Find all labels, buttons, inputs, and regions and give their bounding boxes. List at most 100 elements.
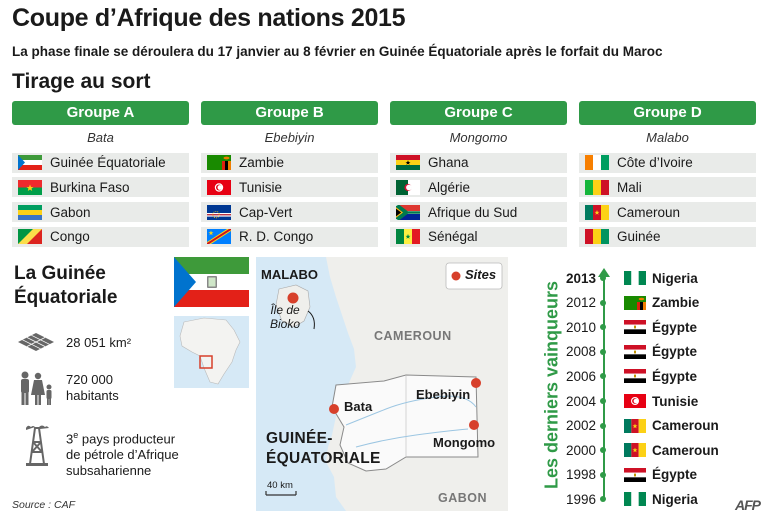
team-name: Ghana [428, 155, 469, 171]
big-flag-icon [174, 257, 249, 307]
team-name: Tunisie [239, 179, 283, 195]
flag-burkina-faso-icon [18, 179, 42, 195]
bioko-line2: Bioko [270, 317, 301, 331]
winner-row: 2006 Égypte [556, 366, 697, 386]
flag-nigeria-icon [624, 271, 646, 285]
winner-row: 2012 Zambie [556, 293, 699, 313]
winner-row: 1996 Nigeria [556, 489, 698, 509]
timeline-dot [600, 496, 606, 503]
winner-team: Égypte [652, 368, 698, 384]
team-row: Tunisie [201, 177, 378, 198]
group-b: Groupe B Ebebiyin Zambie Tunisie Cap-Ver… [201, 101, 378, 247]
group-city: Mongomo [449, 130, 508, 145]
timeline-arrow-icon [598, 268, 610, 277]
flag-gabon-icon [18, 204, 42, 220]
flag-ghana-icon [396, 155, 420, 171]
team-row: R. D. Congo [201, 226, 378, 247]
oil-rank-suffix: e [73, 430, 79, 440]
timeline-dot [600, 422, 606, 429]
winner-team: Égypte [652, 467, 698, 483]
flag-egypt-icon [624, 369, 646, 384]
map-label-country: GUINÉE- ÉQUATORIALE [266, 429, 381, 469]
oil-line1-text: pays producteur [78, 431, 176, 447]
group-a: Groupe A Bata Guinée Équatoriale Burkina… [12, 101, 189, 247]
group-header: Groupe A [12, 101, 189, 125]
winner-row: 2008 Égypte [556, 342, 697, 362]
team-name: Burkina Faso [50, 179, 130, 195]
winner-team: Égypte [652, 344, 698, 360]
timeline-dot [600, 275, 606, 281]
team-row: Algérie [390, 177, 567, 198]
flag-mali-icon [585, 179, 609, 195]
flag-egypt-icon [624, 467, 646, 482]
flag-tunisia-icon [207, 179, 231, 195]
source-note: Source : CAF [12, 499, 76, 511]
oil-stat: 3e pays producteur de pétrole d’Afrique … [66, 427, 179, 479]
map-legend-label: Sites [465, 267, 497, 282]
team-name: Algérie [428, 179, 471, 195]
timeline-dot [600, 348, 606, 355]
winner-row: 2010 Égypte [556, 317, 697, 337]
flag-tunisia-icon [624, 394, 646, 408]
team-row: Mali [579, 177, 756, 198]
group-c: Groupe C Mongomo Ghana Algérie Afrique d… [390, 101, 567, 247]
map-label-bata: Bata [344, 399, 373, 414]
flag-zambia-icon [624, 295, 646, 310]
team-row: Cap-Vert [201, 202, 378, 223]
team-row: Côte d’Ivoire [579, 152, 756, 173]
flag-cameroon-icon [624, 418, 646, 433]
flag-guinea-icon [585, 229, 609, 245]
winner-team: Égypte [652, 319, 698, 335]
group-header: Groupe C [390, 101, 567, 125]
map-label-cameroon: CAMEROUN [374, 329, 452, 343]
winner-row: 2013 Nigeria [556, 268, 698, 288]
timeline-dot [600, 471, 606, 478]
winner-row: 1998 Égypte [556, 465, 697, 485]
oil-rank: 3 [66, 431, 74, 447]
winner-team: Cameroun [652, 442, 719, 458]
timeline-line [603, 277, 605, 499]
winner-year: 2002 [565, 418, 596, 434]
map-label-gabon: GABON [438, 491, 488, 505]
team-row: Gabon [12, 202, 189, 223]
team-name: Guinée [617, 229, 661, 245]
africa-locator-map [174, 316, 249, 388]
flag-ivory-coast-icon [585, 155, 609, 171]
winner-year: 2012 [565, 295, 596, 311]
flag-nigeria-icon [624, 492, 646, 507]
winner-team: Nigeria [652, 491, 698, 507]
afp-logo: AFP [735, 497, 761, 513]
bioko-line1: Île de [270, 303, 300, 317]
winner-year: 2004 [565, 393, 596, 409]
flag-algeria-icon [396, 179, 420, 195]
winner-year: 1996 [565, 491, 596, 507]
team-name: Mali [617, 179, 642, 195]
country-title: La Guinée Équatoriale [14, 262, 117, 310]
area-value: 28 051 km² [66, 335, 132, 350]
map-label-bioko: Île de Bioko [270, 303, 300, 331]
flag-cape-verde-icon [207, 204, 231, 220]
flag-cameroon-icon [585, 204, 609, 220]
flag-senegal-icon [396, 229, 420, 245]
population-icon [16, 371, 56, 407]
page-subtitle: La phase finale se déroulera du 17 janvi… [12, 44, 663, 59]
oil-line1: 3e pays producteur [66, 427, 179, 447]
oil-derrick-icon [22, 424, 52, 466]
team-row: Afrique du Sud [390, 202, 567, 223]
winner-year: 2006 [565, 368, 596, 384]
team-name: Côte d’Ivoire [617, 155, 693, 171]
flag-zambia-icon [207, 155, 231, 171]
winner-team: Nigeria [652, 270, 698, 286]
team-row: Burkina Faso [12, 177, 189, 198]
group-header: Groupe B [201, 101, 378, 125]
flag-south-africa-icon [396, 204, 420, 220]
timeline-dot [600, 324, 606, 331]
map-label-malabo: MALABO [261, 267, 319, 282]
team-name: Zambie [239, 155, 285, 171]
team-name: Cameroun [617, 204, 681, 220]
team-name: R. D. Congo [239, 229, 314, 245]
timeline-dot [600, 447, 606, 454]
winner-year: 2000 [565, 442, 596, 458]
group-d: Groupe D Malabo Côte d’Ivoire Mali Camer… [579, 101, 756, 247]
map-label-ebebiyin: Ebebiyin [416, 387, 471, 402]
